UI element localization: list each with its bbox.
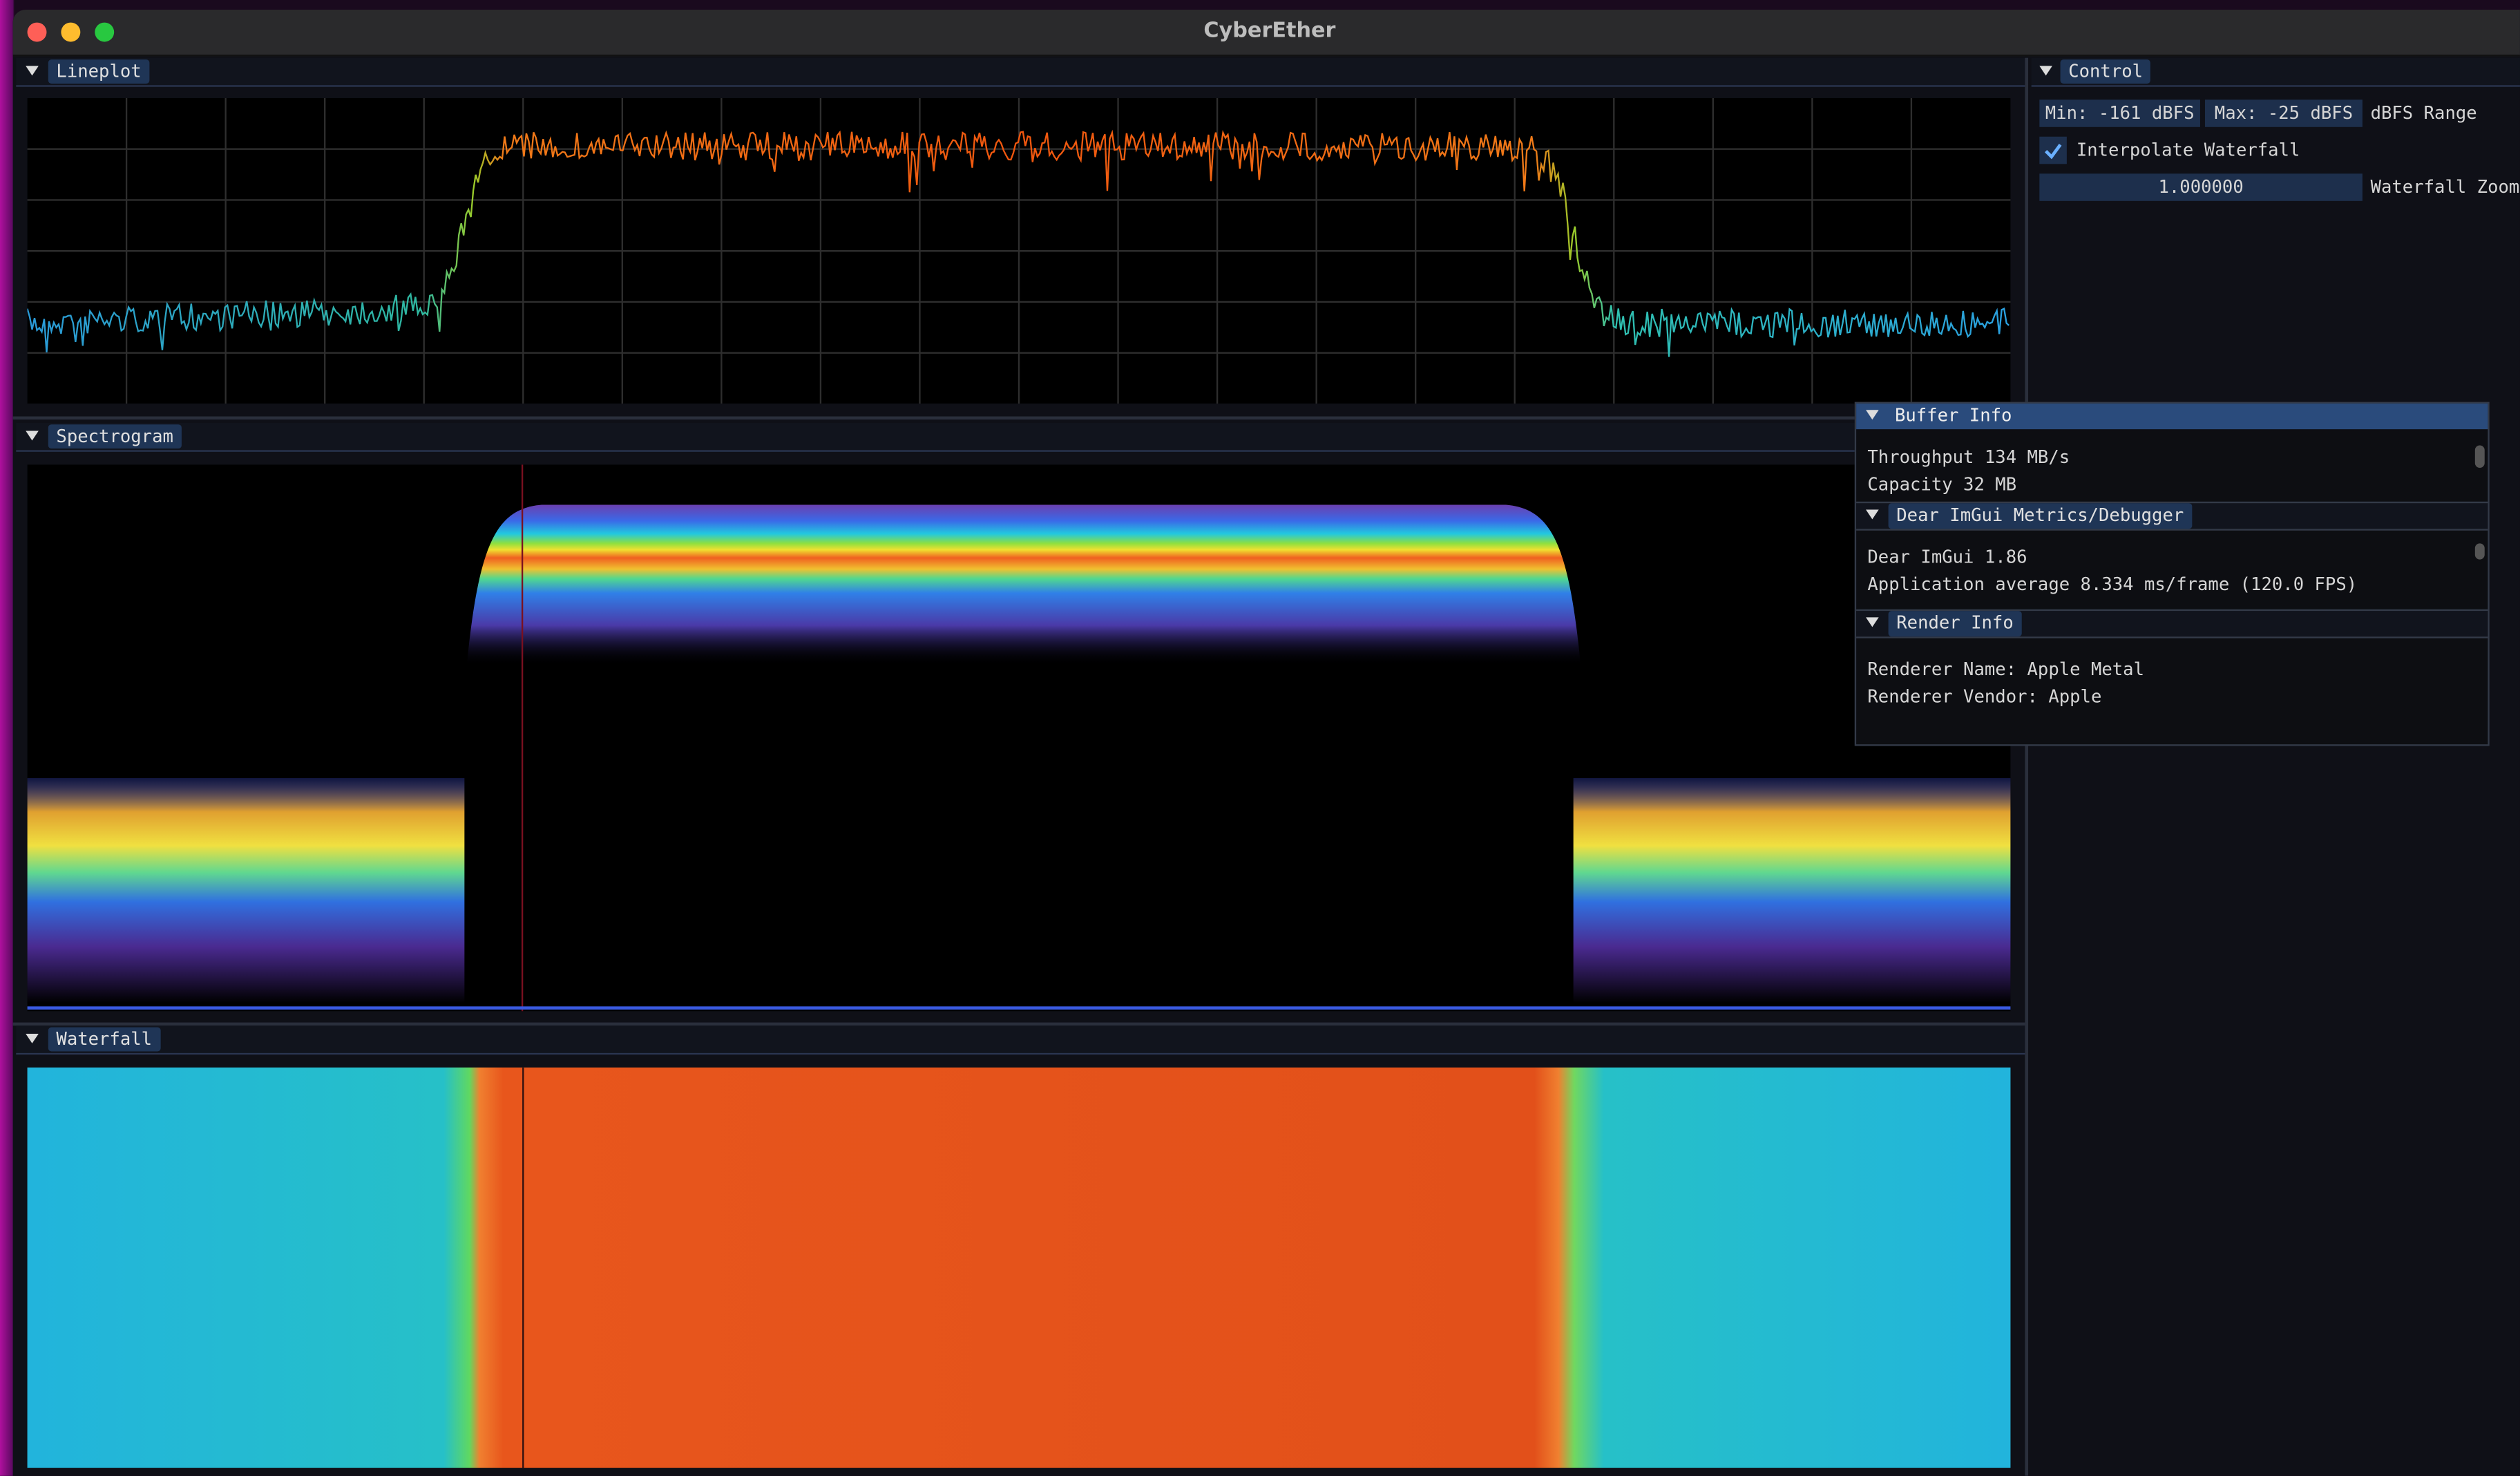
metrics-header[interactable]: Dear ImGui Metrics/Debugger bbox=[1856, 502, 2488, 531]
render-info-header[interactable]: Render Info bbox=[1856, 609, 2488, 638]
range-label: dBFS Range bbox=[2371, 100, 2477, 127]
section-title: Buffer Info bbox=[1895, 404, 2012, 429]
info-line: Dear ImGui 1.86 bbox=[1867, 543, 2357, 571]
info-window: Buffer Info Throughput 134 MB/s Capacity… bbox=[1855, 402, 2490, 746]
waterfall bbox=[28, 1068, 2011, 1468]
spectrogram-header[interactable]: Spectrogram bbox=[16, 423, 2025, 452]
section-title: Render Info bbox=[1889, 611, 2022, 636]
zoom-label: Waterfall Zoom bbox=[2371, 173, 2520, 201]
info-line: Application average 8.334 ms/frame (120.… bbox=[1867, 571, 2357, 598]
title-bar: CyberEther bbox=[13, 10, 2520, 56]
min-input[interactable]: Min: -161 dBFS bbox=[2039, 100, 2200, 127]
lineplot-header[interactable]: Lineplot bbox=[16, 58, 2025, 87]
section-title: Dear ImGui Metrics/Debugger bbox=[1889, 503, 2192, 529]
info-line: Renderer Vendor: Apple bbox=[1867, 684, 2144, 710]
panel-title: Control bbox=[2061, 59, 2151, 84]
app-window: CyberEther Lineplot Spectrogram bbox=[13, 10, 2520, 1476]
lineplot bbox=[28, 98, 2011, 404]
panel-title: Spectrogram bbox=[48, 424, 182, 448]
spectrogram bbox=[28, 464, 2011, 1011]
window-title: CyberEther bbox=[13, 10, 2520, 55]
zoom-slider[interactable]: 1.000000 bbox=[2039, 173, 2362, 201]
panel-title: Lineplot bbox=[48, 59, 150, 84]
info-line: Renderer Name: Apple Metal bbox=[1867, 658, 2144, 684]
info-line: Capacity 32 MB bbox=[1867, 472, 2070, 498]
checkbox[interactable] bbox=[2039, 137, 2067, 164]
max-input[interactable]: Max: -25 dBFS bbox=[2205, 100, 2362, 127]
checkbox-label[interactable]: Interpolate Waterfall bbox=[2077, 137, 2300, 164]
panel-title: Waterfall bbox=[48, 1028, 160, 1052]
screen: CyberEther Lineplot Spectrogram bbox=[0, 0, 2520, 1476]
waterfall-header[interactable]: Waterfall bbox=[16, 1025, 2025, 1054]
control-header[interactable]: Control bbox=[2032, 58, 2520, 87]
buffer-info-text: Throughput 134 MB/s Capacity 32 MB bbox=[1867, 445, 2070, 498]
buffer-info-header[interactable]: Buffer Info bbox=[1856, 404, 2488, 429]
info-line: Throughput 134 MB/s bbox=[1867, 445, 2070, 471]
metrics-text: Dear ImGui 1.86 Application average 8.33… bbox=[1867, 543, 2357, 607]
render-info-text: Renderer Name: Apple Metal Renderer Vend… bbox=[1867, 658, 2144, 711]
